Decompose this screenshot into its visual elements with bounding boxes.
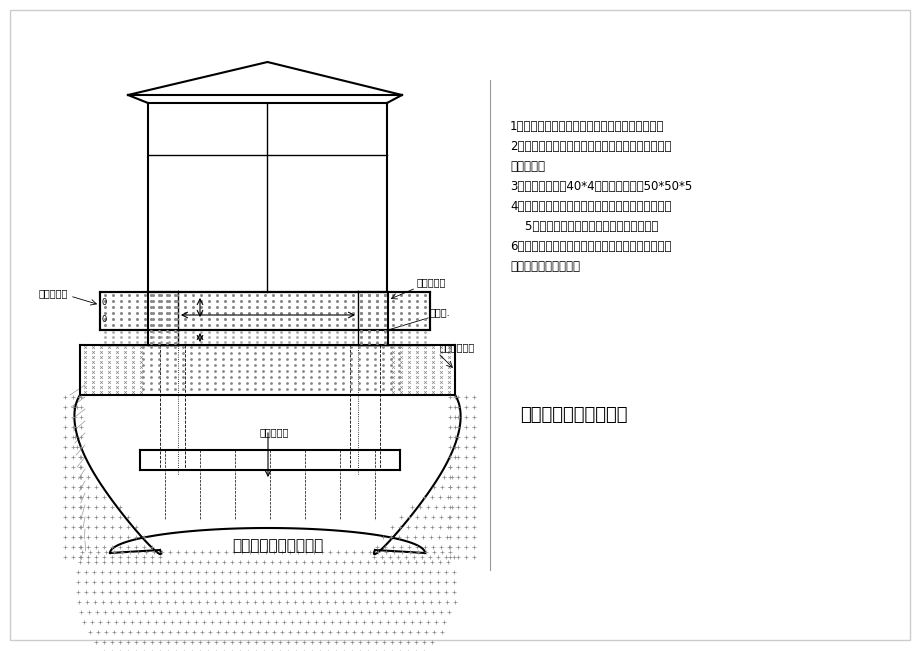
Text: 钢筋泥凝土: 钢筋泥凝土 xyxy=(39,288,68,298)
Text: 浩明电力建设有限公司: 浩明电力建设有限公司 xyxy=(519,406,627,424)
Text: 0: 0 xyxy=(102,315,108,324)
Text: 3、水平接地体为40*4扁铁预理角铁为50*50*5: 3、水平接地体为40*4扁铁预理角铁为50*50*5 xyxy=(509,180,691,193)
Text: 0: 0 xyxy=(102,298,108,307)
Text: 基础周围泥土: 基础周围泥土 xyxy=(439,342,475,352)
Bar xyxy=(100,292,429,330)
Text: 物进入，保持自然通风: 物进入，保持自然通风 xyxy=(509,260,579,273)
Text: 2、电缆进出口，可根据实际电缆进出方向由施工单: 2、电缆进出口，可根据实际电缆进出方向由施工单 xyxy=(509,140,671,153)
Text: 箱式变电站基础解剖图: 箱式变电站基础解剖图 xyxy=(232,538,323,553)
Text: 6、基础两侧做通风口，通风处做百叶窗，防止小动: 6、基础两侧做通风口，通风处做百叶窗，防止小动 xyxy=(509,240,671,253)
Text: 1、砖结构处为操作平台也可用钢筋骨架焊接成型: 1、砖结构处为操作平台也可用钢筋骨架焊接成型 xyxy=(509,120,664,133)
Text: 钢筋泥凝土: 钢筋泥凝土 xyxy=(416,277,446,287)
Text: 电缆进出孔: 电缆进出孔 xyxy=(260,427,289,437)
Text: 位预理管道: 位预理管道 xyxy=(509,160,544,173)
Text: 4、接地体必做防腐镀锌处理，接地体间焊接应牢固: 4、接地体必做防腐镀锌处理，接地体间焊接应牢固 xyxy=(509,200,671,213)
Text: 泥凝土.: 泥凝土. xyxy=(429,307,450,317)
Text: 5、接地网应闭合，各交角处应做成圆弧形: 5、接地网应闭合，各交角处应做成圆弧形 xyxy=(509,220,658,233)
